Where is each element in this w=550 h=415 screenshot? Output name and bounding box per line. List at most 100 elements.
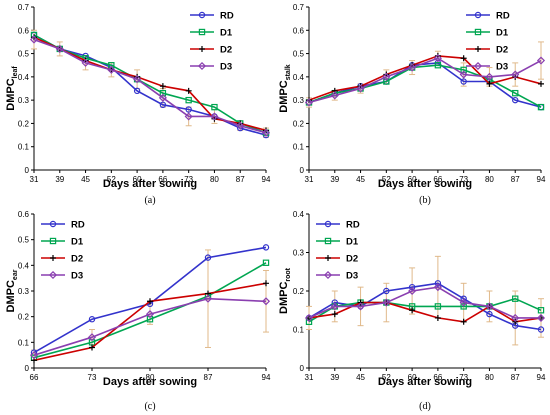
data-point-d3 — [485, 72, 494, 81]
y-axis-title-main: DMPC — [5, 78, 17, 110]
legend-label-d1: D1 — [346, 237, 359, 248]
data-point-d2 — [89, 344, 95, 351]
data-point-rd — [262, 244, 270, 251]
y-axis-title-subscript: root — [285, 267, 292, 281]
data-point-d2 — [434, 314, 441, 321]
data-point-d3 — [433, 283, 442, 292]
legend-marker-d2 — [50, 255, 56, 261]
x-tick-label: 39 — [330, 373, 339, 382]
x-tick-label: 94 — [262, 373, 271, 382]
legend-label-d2: D2 — [71, 254, 83, 265]
data-point-d1 — [460, 66, 467, 74]
data-point-d2 — [538, 80, 544, 87]
y-tick-label: 0.2 — [18, 313, 30, 322]
data-point-d3 — [536, 313, 546, 322]
x-tick-label: 60 — [408, 373, 417, 382]
x-tick-label: 66 — [433, 373, 442, 382]
data-point-d3 — [459, 298, 468, 307]
y-tick-label: 0.5 — [293, 50, 305, 59]
legend-label-d2: D2 — [220, 45, 232, 56]
y-tick-label: 0.7 — [293, 3, 305, 12]
y-tick-label: 0.1 — [18, 338, 30, 347]
x-axis-title: Days after sowing — [103, 178, 197, 190]
data-point-d1 — [159, 89, 167, 97]
y-tick-label: 0.3 — [293, 249, 305, 258]
y-tick-label: 0 — [300, 166, 305, 175]
data-point-d1 — [537, 103, 545, 111]
data-point-d3 — [261, 297, 271, 306]
data-point-d3 — [356, 84, 365, 93]
legend-label-rd: RD — [346, 220, 360, 231]
data-point-d3 — [304, 313, 314, 322]
legend-label-d3: D3 — [71, 271, 83, 282]
data-point-d3 — [485, 302, 494, 311]
x-axis-title: Days after sowing — [378, 376, 472, 388]
data-point-d3 — [184, 112, 193, 121]
y-tick-label: 0.2 — [293, 287, 305, 296]
data-point-rd — [383, 287, 390, 295]
y-tick-label: 0.2 — [18, 119, 30, 128]
data-point-d3 — [536, 56, 546, 65]
series-line-d3 — [308, 57, 542, 104]
y-tick-label: 0 — [25, 166, 30, 175]
x-tick-label: 66 — [30, 373, 39, 382]
data-point-d1 — [383, 78, 390, 85]
data-point-d3 — [145, 310, 155, 319]
series-line-rd — [308, 62, 542, 108]
panel-label: (c) — [144, 401, 155, 412]
x-tick-label: 39 — [330, 175, 339, 184]
legend-label-rd: RD — [496, 11, 510, 22]
data-point-d3 — [330, 302, 339, 311]
data-point-d1 — [211, 103, 218, 111]
series-line-d2 — [308, 301, 542, 323]
data-point-d3 — [236, 121, 245, 130]
y-axis-title: DMPCstalk — [278, 64, 292, 112]
legend-label-d2: D2 — [346, 254, 358, 265]
series-line-d2 — [308, 55, 542, 101]
series-line-rd — [33, 34, 267, 136]
y-tick-label: 0.4 — [293, 73, 305, 82]
data-point-d3 — [107, 65, 116, 74]
series-line-d1 — [308, 64, 542, 108]
y-axis-title-main: DMPC — [5, 280, 17, 312]
data-point-d3 — [158, 93, 167, 102]
y-tick-label: 0.6 — [18, 26, 30, 35]
x-tick-label: 94 — [262, 175, 271, 184]
data-point-d3 — [29, 351, 39, 360]
data-point-rd — [331, 299, 338, 306]
data-point-d3 — [133, 75, 142, 84]
y-axis-title-subscript: leaf — [12, 66, 19, 79]
y-tick-label: 0.3 — [18, 96, 30, 105]
chart-panel-1: 0 0.1 0.2 0.3 0.4 0.5 0.6 0.7 31 39 45 52 60 66 73 80 87… — [5, 3, 271, 206]
x-tick-label: 73 — [88, 373, 97, 382]
chart-panel-4: 0 0.1 0.2 0.3 0.4 31 39 45 52 60 66 73 80 87 94 RD D1 D2 D… — [278, 210, 546, 412]
x-tick-label: 31 — [305, 175, 314, 184]
legend-marker-rd — [198, 11, 206, 19]
x-tick-label: 39 — [55, 175, 64, 184]
x-tick-label: 66 — [433, 175, 442, 184]
data-point-d3 — [203, 294, 213, 303]
data-point-d3 — [330, 91, 339, 100]
x-tick-label: 60 — [133, 175, 142, 184]
data-point-d3 — [433, 54, 442, 63]
legend-marker-d1 — [49, 237, 57, 245]
data-point-rd — [133, 87, 141, 95]
chart-panel-3: 0 0.1 0.2 0.3 0.4 0.5 0.6 66 73 80 87 94 RD D1 D2 D3 Day… — [5, 210, 271, 412]
data-point-rd — [185, 106, 192, 113]
y-tick-label: 0.1 — [18, 143, 30, 152]
x-tick-label: 45 — [81, 175, 90, 184]
data-point-d2 — [159, 83, 166, 90]
data-point-d2 — [147, 298, 153, 305]
data-point-d3 — [304, 98, 314, 107]
x-tick-label: 45 — [356, 175, 365, 184]
y-tick-label: 0.4 — [293, 210, 305, 219]
x-tick-label: 87 — [236, 175, 245, 184]
data-point-d3 — [55, 44, 64, 53]
data-point-rd — [159, 101, 167, 109]
y-tick-label: 0.6 — [293, 26, 305, 35]
data-point-d3 — [87, 333, 97, 342]
legend-label-d3: D3 — [496, 62, 508, 73]
data-point-d2 — [306, 314, 312, 321]
data-point-d1 — [460, 303, 467, 310]
x-axis-title: Days after sowing — [103, 376, 197, 388]
